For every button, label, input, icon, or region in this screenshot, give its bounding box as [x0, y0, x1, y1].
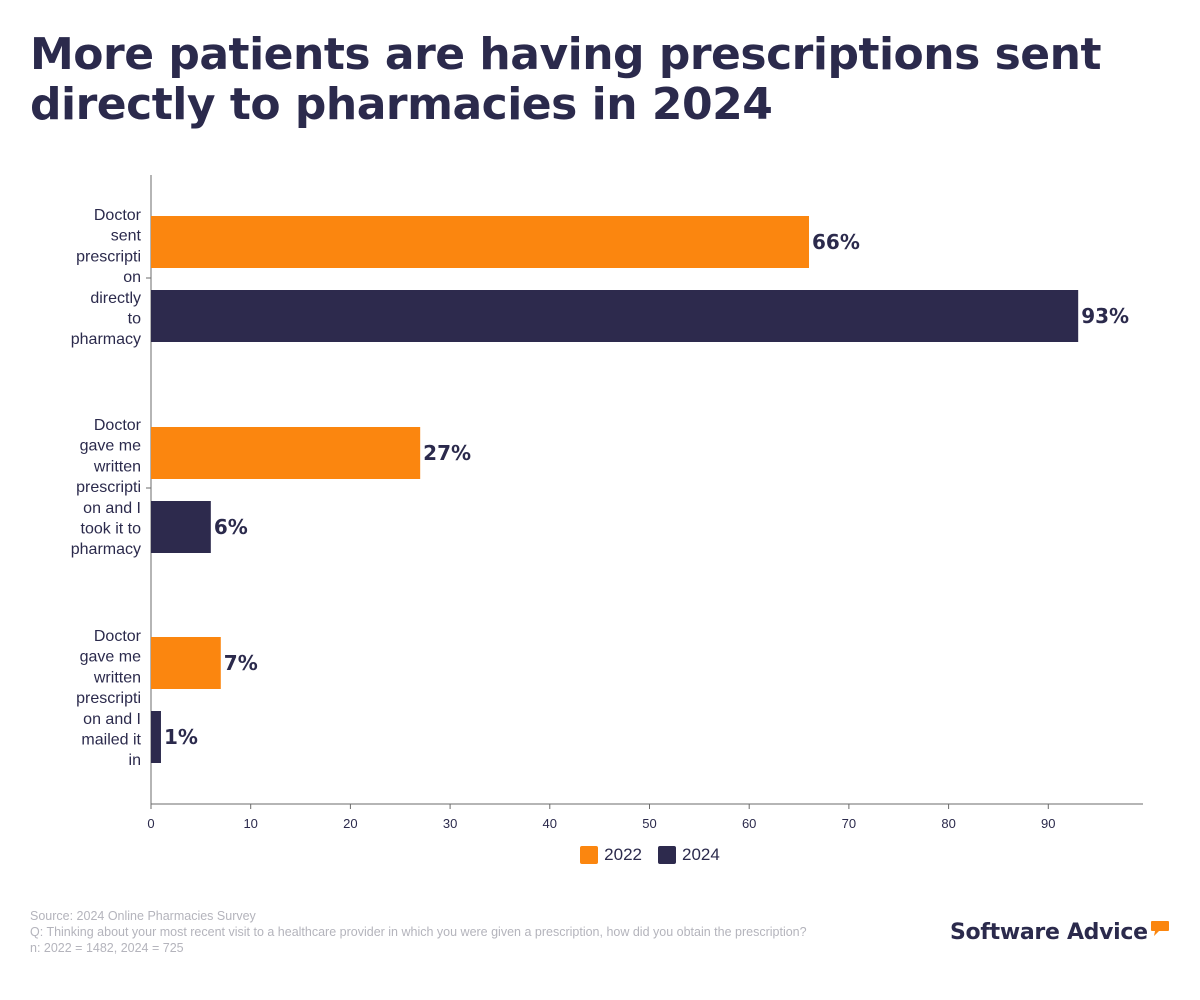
category-label-line: Doctor	[94, 207, 142, 224]
x-tick-label: 70	[842, 816, 856, 831]
brand-logo: Software Advice	[950, 920, 1170, 945]
category-label-line: to	[128, 311, 141, 328]
bar-chart: 0 10 20 30 40 50 60 70 80 90 66% 27% 7% 93% 6% 1% Doctor…	[71, 175, 1143, 831]
bar-2024-2	[151, 711, 161, 763]
sample-size-text: n: 2022 = 1482, 2024 = 725	[30, 941, 184, 955]
category-label-line: gave me	[80, 649, 141, 666]
data-label-2022-1: 27%	[423, 441, 471, 465]
category-label-line: mailed it	[81, 732, 141, 749]
legend-item-2024: 2024	[658, 845, 720, 865]
legend: 2022 2024	[0, 845, 1200, 865]
category-label-line: Doctor	[94, 417, 142, 434]
bar-2022-2	[151, 637, 221, 689]
chart-title-line: More patients are having prescriptions s…	[30, 29, 1102, 80]
data-label-2024-0: 93%	[1081, 304, 1129, 328]
data-label-2022-0: 66%	[812, 230, 860, 254]
bar-2022-0	[151, 216, 810, 268]
legend-label-2022: 2022	[604, 845, 642, 864]
x-tick-label: 40	[543, 816, 557, 831]
category-label-line: written	[93, 458, 141, 475]
category-label-line: took it to	[81, 521, 142, 538]
x-tick-label: 0	[147, 816, 154, 831]
category-label-line: on and I	[83, 711, 141, 728]
source-note: Source: 2024 Online Pharmacies Survey Q:…	[30, 908, 850, 956]
category-label-line: sent	[111, 228, 142, 245]
x-tick-label: 60	[742, 816, 756, 831]
source-text: Source: 2024 Online Pharmacies Survey	[30, 909, 256, 923]
legend-item-2022: 2022	[580, 845, 642, 865]
legend-swatch-2024	[658, 846, 676, 864]
category-label-line: gave me	[80, 438, 141, 455]
category-label-line: pharmacy	[71, 541, 141, 558]
category-label-line: prescripti	[76, 690, 141, 707]
x-tick-label: 80	[941, 816, 955, 831]
speech-bubble-icon	[1150, 921, 1169, 936]
x-tick-label: 20	[343, 816, 357, 831]
category-label-line: pharmacy	[71, 331, 141, 348]
category-label-line: prescripti	[76, 248, 141, 265]
question-text: Q: Thinking about your most recent visit…	[30, 925, 807, 939]
category-label-line: written	[93, 669, 141, 686]
x-tick-label: 30	[443, 816, 457, 831]
bar-2022-1	[151, 427, 421, 479]
category-label-line: in	[129, 752, 141, 769]
legend-swatch-2022	[580, 846, 599, 864]
category-label-line: on and I	[83, 500, 141, 517]
bar-2024-0	[151, 290, 1079, 342]
data-label-2024-1: 6%	[214, 515, 248, 539]
x-tick-label: 50	[642, 816, 656, 831]
category-label-line: directly	[90, 290, 141, 307]
data-label-2024-2: 1%	[164, 725, 198, 749]
brand-name: Software Advice	[950, 920, 1148, 945]
category-label-line: on	[123, 269, 141, 286]
x-tick-label: 10	[243, 816, 257, 831]
bar-2024-1	[151, 501, 211, 553]
chart-title: More patients are having prescriptions s…	[30, 30, 1130, 130]
chart-title-line: directly to pharmacies in 2024	[30, 79, 773, 130]
category-label-line: Doctor	[94, 628, 142, 645]
x-tick-label: 90	[1041, 816, 1055, 831]
legend-label-2024: 2024	[682, 845, 720, 864]
category-label-line: prescripti	[76, 479, 141, 496]
data-label-2022-2: 7%	[224, 651, 258, 675]
